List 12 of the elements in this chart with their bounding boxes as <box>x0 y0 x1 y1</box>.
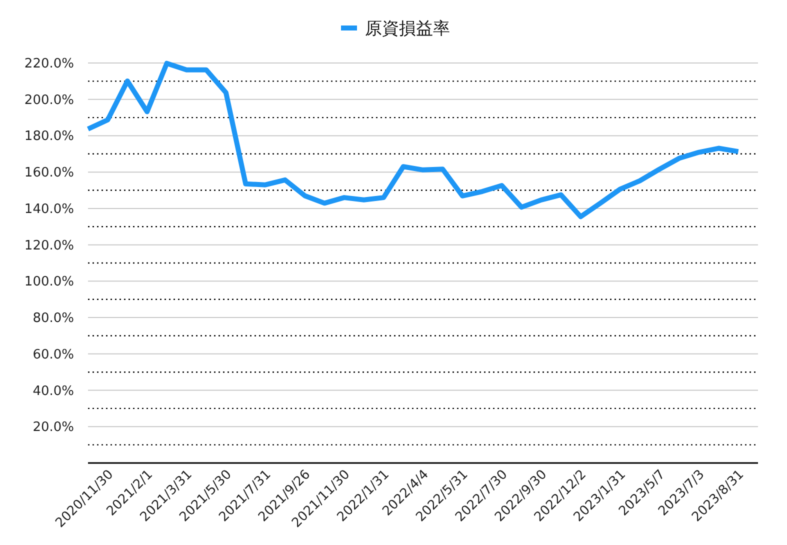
y-tick-label: 180.0% <box>24 129 74 144</box>
y-tick-label: 20.0% <box>32 420 74 436</box>
y-tick-label: 120.0% <box>24 238 74 254</box>
y-tick-label: 160.0% <box>24 166 74 181</box>
y-tick-label: 220.0% <box>24 56 74 72</box>
y-tick-label: 60.0% <box>32 347 74 362</box>
y-tick-label: 140.0% <box>24 202 74 217</box>
y-tick-label: 80.0% <box>32 311 74 326</box>
y-tick-label: 40.0% <box>32 384 74 399</box>
y-tick-label: 200.0% <box>24 92 74 108</box>
y-tick-label: 100.0% <box>24 274 74 290</box>
legend-label: 原資損益率 <box>365 19 450 39</box>
